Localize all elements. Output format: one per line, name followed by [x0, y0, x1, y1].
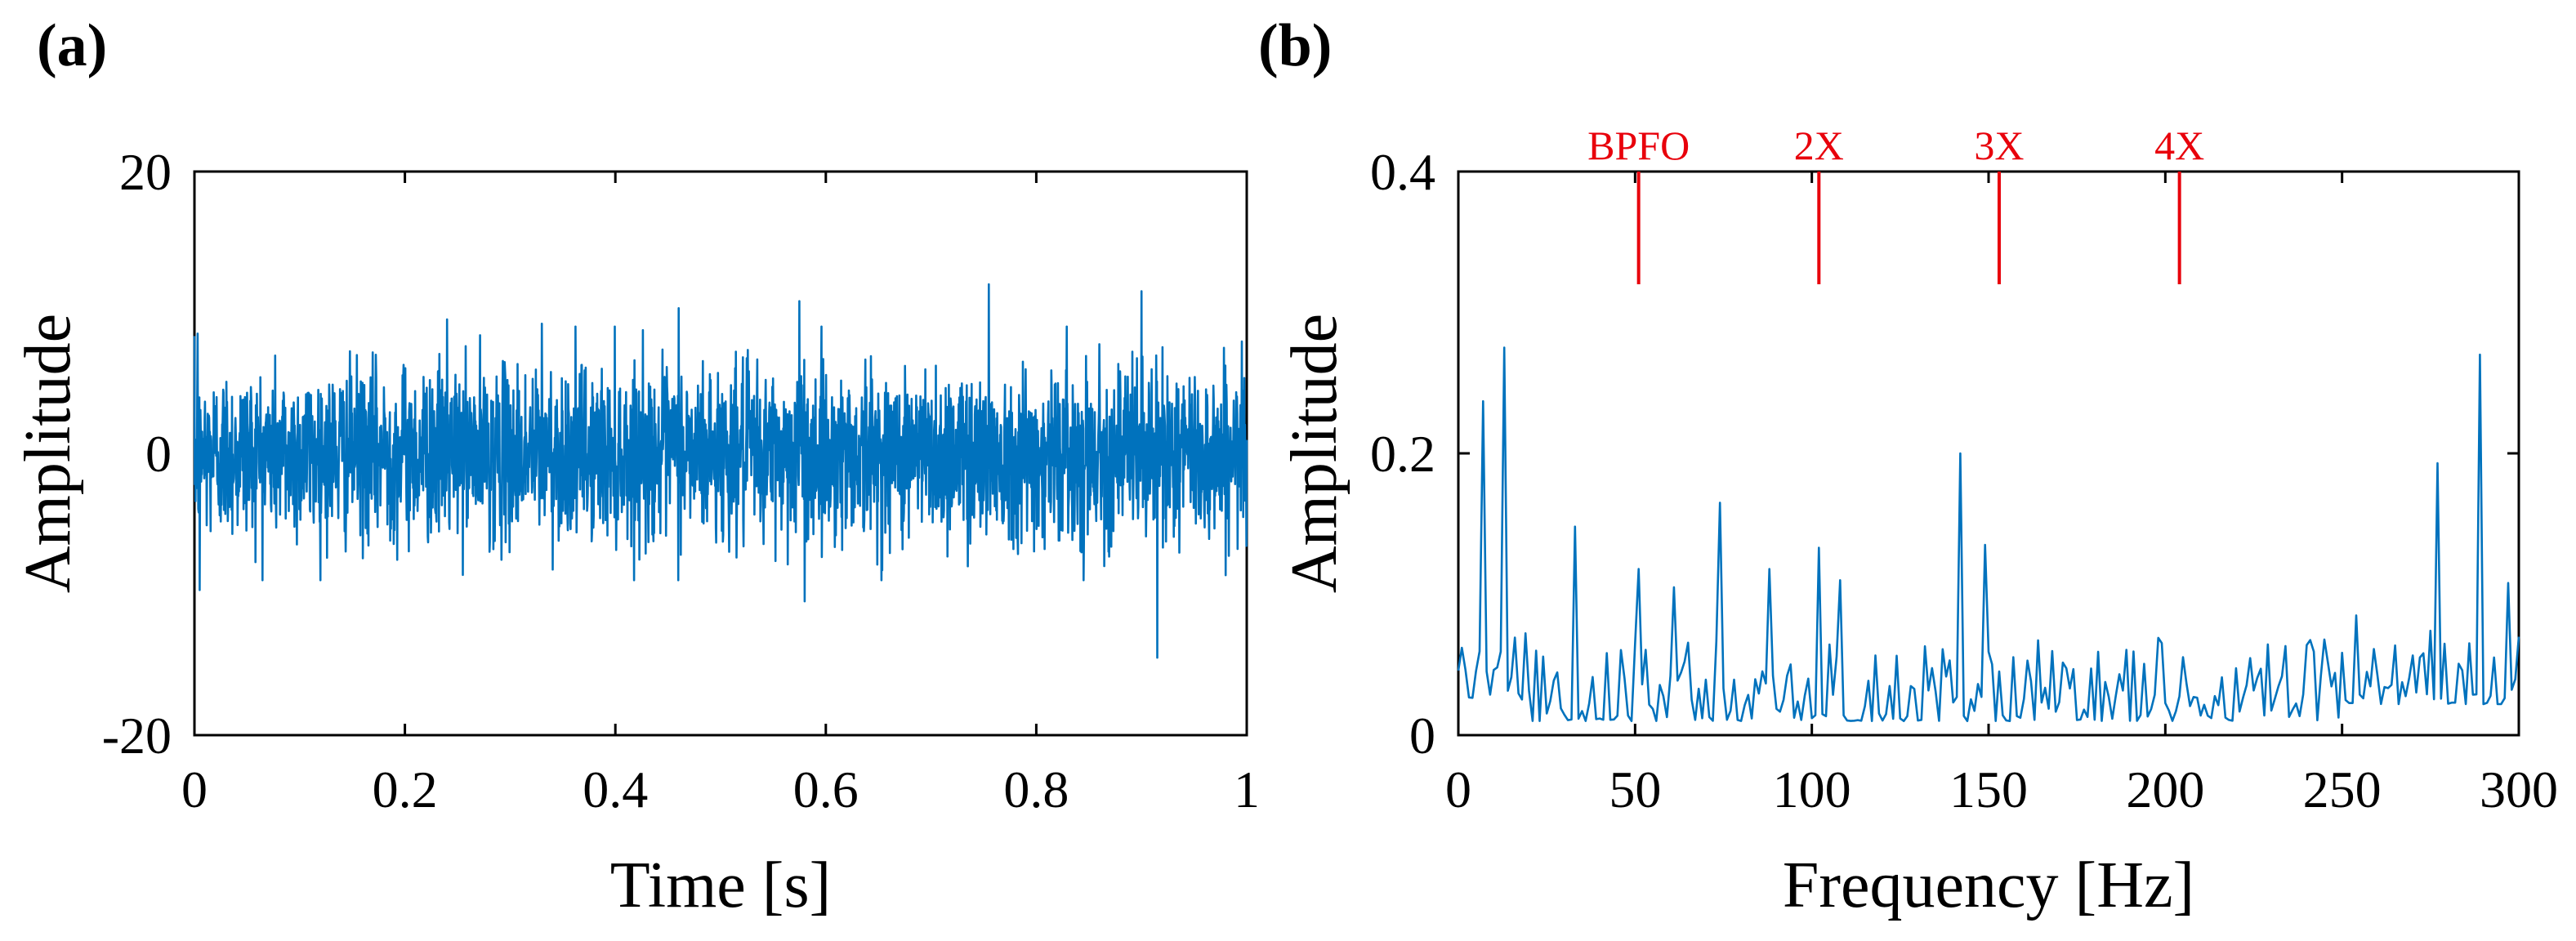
- panel-b-y-axis-label: Amplitude: [1279, 314, 1351, 593]
- panel-a-y-tick-label: 0: [145, 425, 172, 483]
- panel-a-y-tick-label: 20: [119, 143, 172, 201]
- panel-b: (b) 0 50 100 150 200 250 300 0 0.2 0.4 BPFO 2X 3X 4X…: [1258, 12, 2558, 921]
- panel-a-signal-trace: [193, 283, 1248, 659]
- panel-b-x-tick-label: 250: [2303, 760, 2382, 818]
- panel-b-x-tick-label: 100: [1773, 760, 1851, 818]
- panel-a-x-tick-label: 0.2: [373, 760, 438, 818]
- fault-marker-label: 2X: [1794, 123, 1844, 168]
- panel-a-y-axis-label: Amplitude: [12, 314, 84, 593]
- fault-marker-label: 3X: [1974, 123, 2024, 168]
- panel-a-x-tick-label: 0: [181, 760, 208, 818]
- panel-a-label: (a): [37, 12, 107, 79]
- panel-a-y-tick-label: -20: [102, 707, 172, 765]
- panel-b-y-tick-label: 0.2: [1370, 425, 1435, 483]
- panel-b-x-tick-label: 300: [2480, 760, 2558, 818]
- panel-b-x-tick-label: 50: [1609, 760, 1661, 818]
- panel-a-x-tick-label: 0.6: [793, 760, 859, 818]
- panel-b-spectrum-trace: [1457, 346, 2520, 722]
- panel-a-x-tick-label: 1: [1234, 760, 1260, 818]
- panel-b-x-tick-label: 150: [1949, 760, 2028, 818]
- panel-b-x-axis-label: Frequency [Hz]: [1783, 850, 2194, 921]
- panel-b-fault-markers: BPFO 2X 3X 4X: [1587, 123, 2204, 284]
- panel-a-x-tick-label: 0.4: [583, 760, 648, 818]
- panel-b-ticks: 0 50 100 150 200 250 300 0 0.2 0.4: [1370, 143, 2558, 818]
- panel-b-y-tick-label: 0.4: [1370, 143, 1435, 201]
- panel-b-y-tick-label: 0: [1409, 707, 1435, 765]
- panel-b-label: (b): [1258, 12, 1332, 79]
- panel-b-x-tick-label: 0: [1445, 760, 1471, 818]
- panel-a-x-tick-label: 0.8: [1003, 760, 1069, 818]
- fault-marker-label: 4X: [2154, 123, 2204, 168]
- panel-a-x-axis-label: Time [s]: [610, 850, 831, 921]
- panel-b-x-tick-label: 200: [2126, 760, 2204, 818]
- fault-marker-label: BPFO: [1587, 123, 1690, 168]
